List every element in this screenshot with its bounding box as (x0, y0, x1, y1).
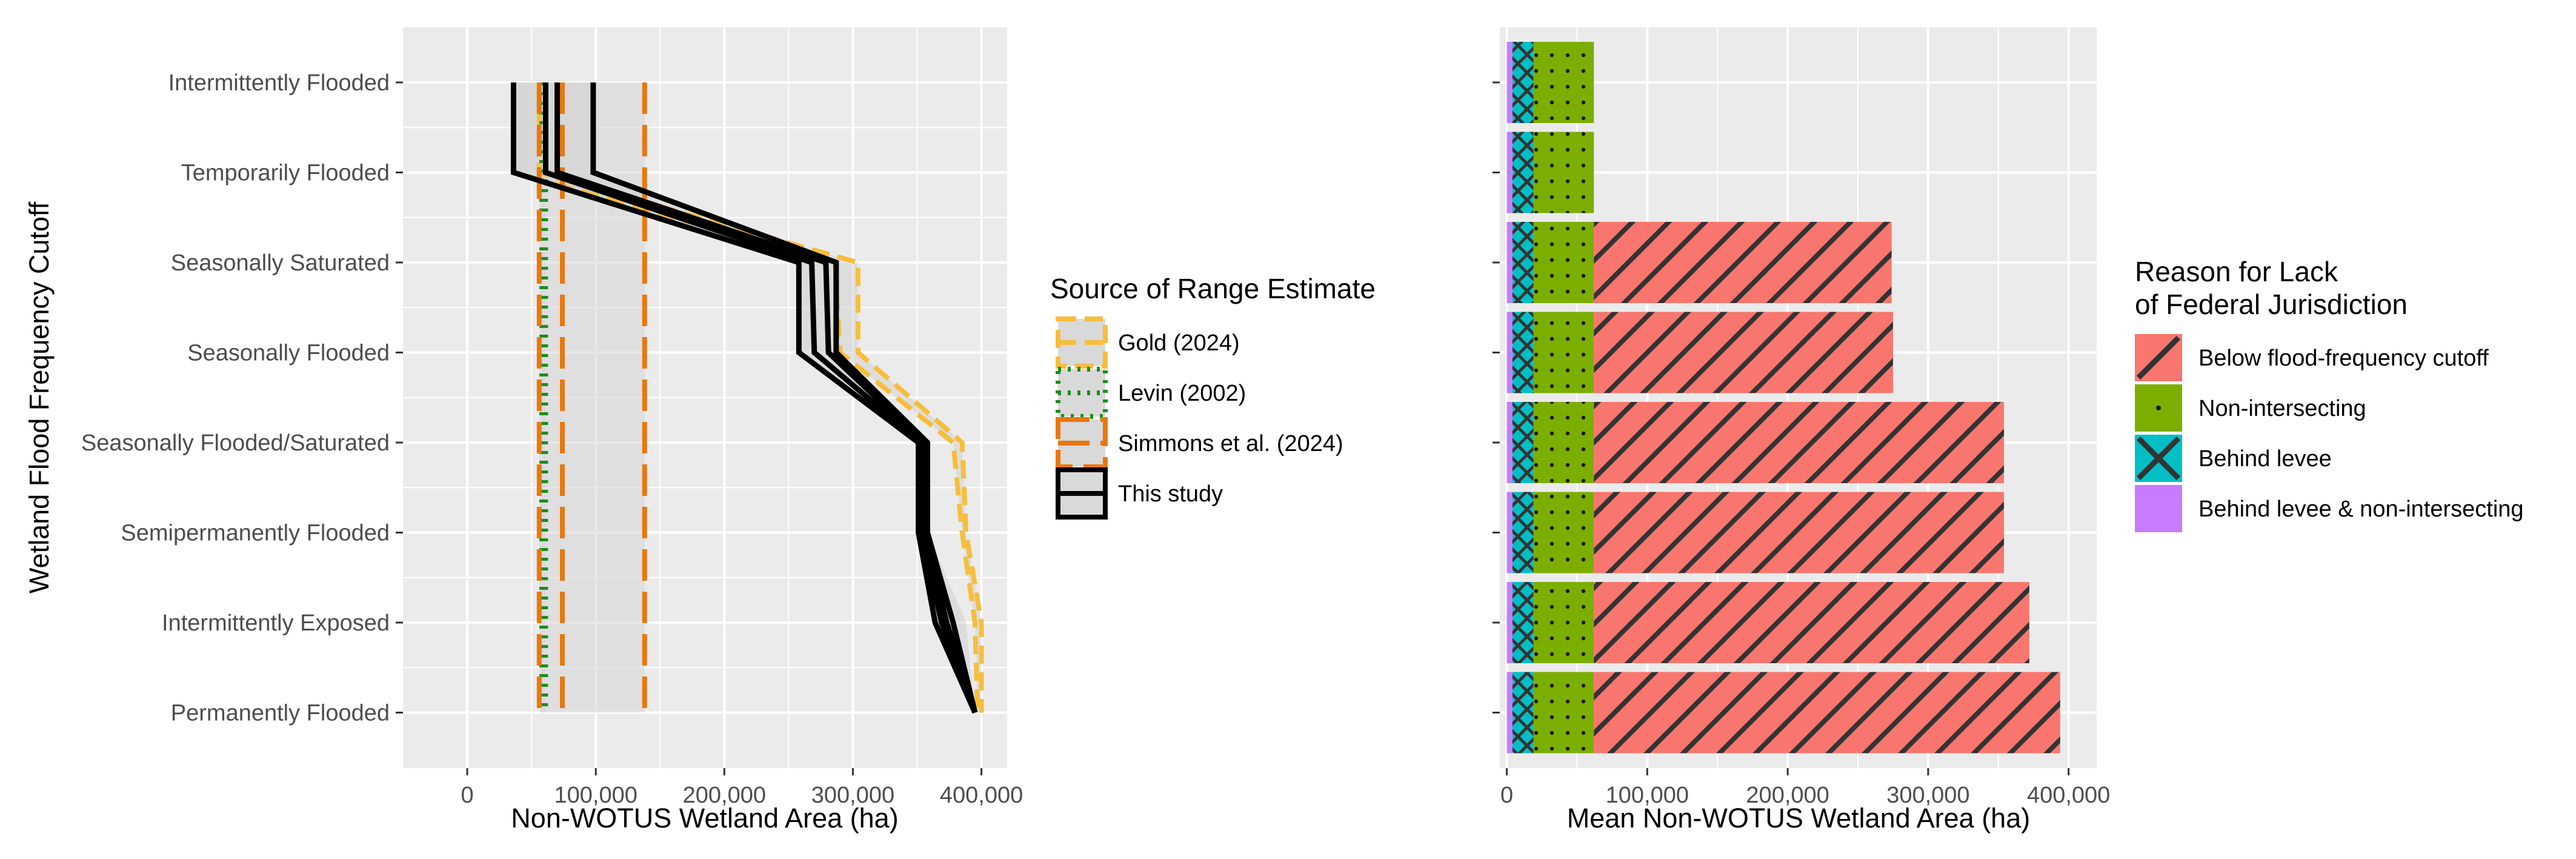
bar-segment-behind-levee-non-intersecting (1506, 492, 1513, 573)
bar-pattern-below-flood-frequency-cutoff (1594, 312, 1893, 393)
bar-segment-behind-levee-non-intersecting (1506, 132, 1513, 213)
legend-entry-behind-levee-non-intersecting: Behind levee & non-intersecting (2135, 485, 2524, 532)
legend-key-dot (2156, 406, 2161, 410)
legend-key-fill (2135, 485, 2182, 532)
stacked-bars (1506, 42, 2060, 754)
bar-temporarily-flooded (1506, 132, 1594, 213)
legend-title: Reason for Lack of Federal Jurisdiction (2135, 256, 2408, 320)
bar-pattern-behind-levee (1512, 132, 1534, 213)
x-tick-label: 100,000 (554, 783, 637, 808)
bar-pattern-non-intersecting (1533, 492, 1594, 573)
legend-title-line: Reason for Lack (2135, 256, 2338, 287)
bar-permanently-flooded (1506, 672, 2060, 754)
bar-pattern-non-intersecting (1533, 132, 1594, 213)
legend-title-line: of Federal Jurisdiction (2135, 289, 2408, 320)
legend-label: Gold (2024) (1118, 330, 1240, 356)
y-tick-label: Intermittently Flooded (168, 70, 390, 96)
range-band-simmons-et-al-2024 (539, 82, 645, 713)
x-tick-label: 400,000 (2027, 783, 2110, 808)
bar-pattern-below-flood-frequency-cutoff (1594, 222, 1892, 303)
range-line-this-study (590, 82, 978, 714)
x-axis-title: Mean Non-WOTUS Wetland Area (ha) (1567, 803, 2030, 834)
bar-segment-behind-levee-non-intersecting (1506, 312, 1513, 393)
legend-key-hatch (2136, 436, 2181, 481)
bar-pattern-behind-levee (1512, 42, 1534, 123)
legend-label: Below flood-frequency cutoff (2198, 346, 2489, 371)
x-tick-label: 300,000 (811, 783, 894, 808)
legend-label: Levin (2002) (1118, 381, 1246, 406)
bar-pattern-below-flood-frequency-cutoff (1594, 492, 2005, 573)
y-axis-ticks (1493, 81, 1500, 714)
bar-pattern-non-intersecting (1533, 402, 1594, 483)
x-axis-title: Non-WOTUS Wetland Area (ha) (511, 803, 898, 834)
y-tick-label: Permanently Flooded (171, 701, 390, 726)
legend-label: Non-intersecting (2198, 396, 2366, 421)
bar-pattern-non-intersecting (1533, 672, 1594, 754)
x-tick-label: 200,000 (683, 783, 766, 808)
bar-segment-behind-levee-non-intersecting (1506, 672, 1513, 754)
range-estimate-chart: 0 100,000 200,000 300,000 400,000 Intermitte… (24, 27, 1023, 834)
bar-pattern-behind-levee (1512, 672, 1534, 754)
bar-pattern-behind-levee (1512, 222, 1534, 303)
bar-intermittently-exposed (1506, 582, 2029, 663)
range-line-this-study (554, 82, 978, 714)
bar-segment-behind-levee-non-intersecting (1506, 582, 1513, 663)
legend-key-stripe (2136, 335, 2181, 380)
bar-pattern-non-intersecting (1533, 312, 1594, 393)
bar-pattern-behind-levee (1512, 312, 1534, 393)
x-tick-label: 400,000 (940, 783, 1023, 808)
jurisdiction-bar-chart: 0 100,000 200,000 300,000 400,000 Mean Non-W… (1493, 27, 2110, 834)
legend-label: This study (1118, 481, 1223, 507)
bar-seasonally-flooded-saturated (1506, 402, 2005, 483)
range-lines (510, 82, 984, 714)
y-tick-label: Semipermanently Flooded (121, 521, 390, 546)
legend-entry-simmons-et-al-2024: Simmons et al. (2024) (1056, 417, 1343, 469)
legend-entry-behind-levee: Behind levee (2135, 435, 2332, 482)
legend-entry-gold-2024: Gold (2024) (1056, 316, 1240, 369)
y-axis-title: Wetland Flood Frequency Cutoff (24, 201, 55, 593)
legend-entry-non-intersecting: Non-intersecting (2135, 384, 2366, 432)
bar-pattern-behind-levee (1512, 582, 1534, 663)
y-tick-label: Intermittently Exposed (162, 610, 390, 636)
legend-jurisdiction-reason: Reason for Lack of Federal Jurisdiction … (2135, 256, 2524, 532)
y-tick-label: Seasonally Saturated (171, 250, 390, 276)
bar-segment-behind-levee-non-intersecting (1506, 222, 1513, 303)
legend-entry-below-flood-frequency-cutoff: Below flood-frequency cutoff (2135, 334, 2489, 381)
bar-pattern-below-flood-frequency-cutoff (1594, 582, 2029, 663)
range-line-this-study (542, 82, 978, 714)
bar-pattern-below-flood-frequency-cutoff (1594, 672, 2060, 754)
range-line-this-study (510, 82, 978, 714)
y-tick-label: Temporarily Flooded (181, 161, 390, 186)
bar-pattern-behind-levee (1512, 402, 1534, 483)
x-tick-label: 200,000 (1746, 783, 1829, 808)
y-axis: Intermittently Flooded Temporarily Floode… (81, 70, 403, 726)
x-tick-label: 0 (461, 783, 473, 808)
x-tick-label: 0 (1500, 783, 1513, 808)
legend-label: Simmons et al. (2024) (1118, 431, 1343, 456)
bar-segment-behind-levee-non-intersecting (1506, 42, 1513, 123)
bar-intermittently-flooded (1506, 42, 1594, 123)
x-axis: 0 100,000 200,000 300,000 400,000 (461, 768, 1023, 808)
legend-range-source: Source of Range Estimate Gold (2024) Levi… (1050, 273, 1376, 520)
x-tick-label: 300,000 (1886, 783, 1969, 808)
legend-label: Behind levee & non-intersecting (2198, 496, 2524, 522)
y-tick-label: Seasonally Flooded (187, 341, 390, 366)
bar-pattern-non-intersecting (1533, 582, 1594, 663)
legend-entry-this-study: This study (1056, 467, 1223, 520)
legend-entry-levin-2002: Levin (2002) (1056, 367, 1246, 419)
bar-semipermanently-flooded (1506, 492, 2005, 573)
y-tick-label: Seasonally Flooded/Saturated (81, 430, 390, 456)
x-axis: 0 100,000 200,000 300,000 400,000 (1500, 768, 2110, 808)
bar-segment-behind-levee-non-intersecting (1506, 402, 1513, 483)
legend-label: Behind levee (2198, 446, 2332, 472)
x-tick-label: 100,000 (1606, 783, 1689, 808)
bar-pattern-below-flood-frequency-cutoff (1594, 402, 2005, 483)
bar-pattern-behind-levee (1512, 492, 1534, 573)
bar-seasonally-flooded (1506, 312, 1893, 393)
bar-pattern-non-intersecting (1533, 222, 1594, 303)
bar-pattern-non-intersecting (1533, 42, 1594, 123)
legend-title: Source of Range Estimate (1050, 273, 1376, 304)
bar-seasonally-saturated (1506, 222, 1892, 303)
